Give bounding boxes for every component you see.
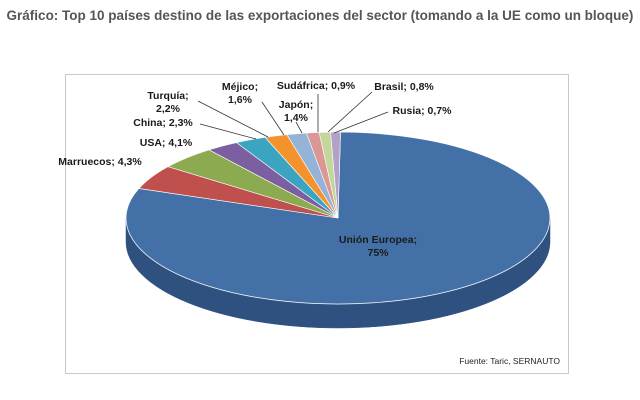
data-label-usa: USA; 4,1% — [140, 137, 193, 149]
chart-title: Gráfico: Top 10 países destino de las ex… — [6, 8, 634, 23]
data-label-sudafrica: Sudáfrica; 0,9% — [277, 80, 356, 92]
leader-line-turquia — [197, 100, 269, 138]
data-label-china: China; 2,3% — [133, 117, 193, 129]
data-label-japon: Japón; 1,4% — [279, 99, 313, 124]
source-note: Fuente: Taric, SERNAUTO — [459, 356, 560, 366]
leader-line-mejico — [261, 101, 285, 136]
data-label-marruecos: Marruecos; 4,3% — [58, 156, 142, 168]
pie-rim — [125, 131, 551, 305]
data-label-union-europea: Unión Europea; 75% — [339, 234, 417, 259]
data-label-rusia: Rusia; 0,7% — [393, 105, 453, 117]
leader-line-japon — [295, 121, 303, 134]
leader-line-china — [199, 123, 257, 140]
leader-line-rusia — [333, 111, 389, 134]
data-label-mejico: Méjico; 1,6% — [222, 81, 258, 106]
leader-line-brasil — [327, 91, 373, 133]
data-label-brasil: Brasil; 0,8% — [374, 81, 434, 93]
data-label-turquia: Turquía; 2,2% — [147, 90, 188, 115]
